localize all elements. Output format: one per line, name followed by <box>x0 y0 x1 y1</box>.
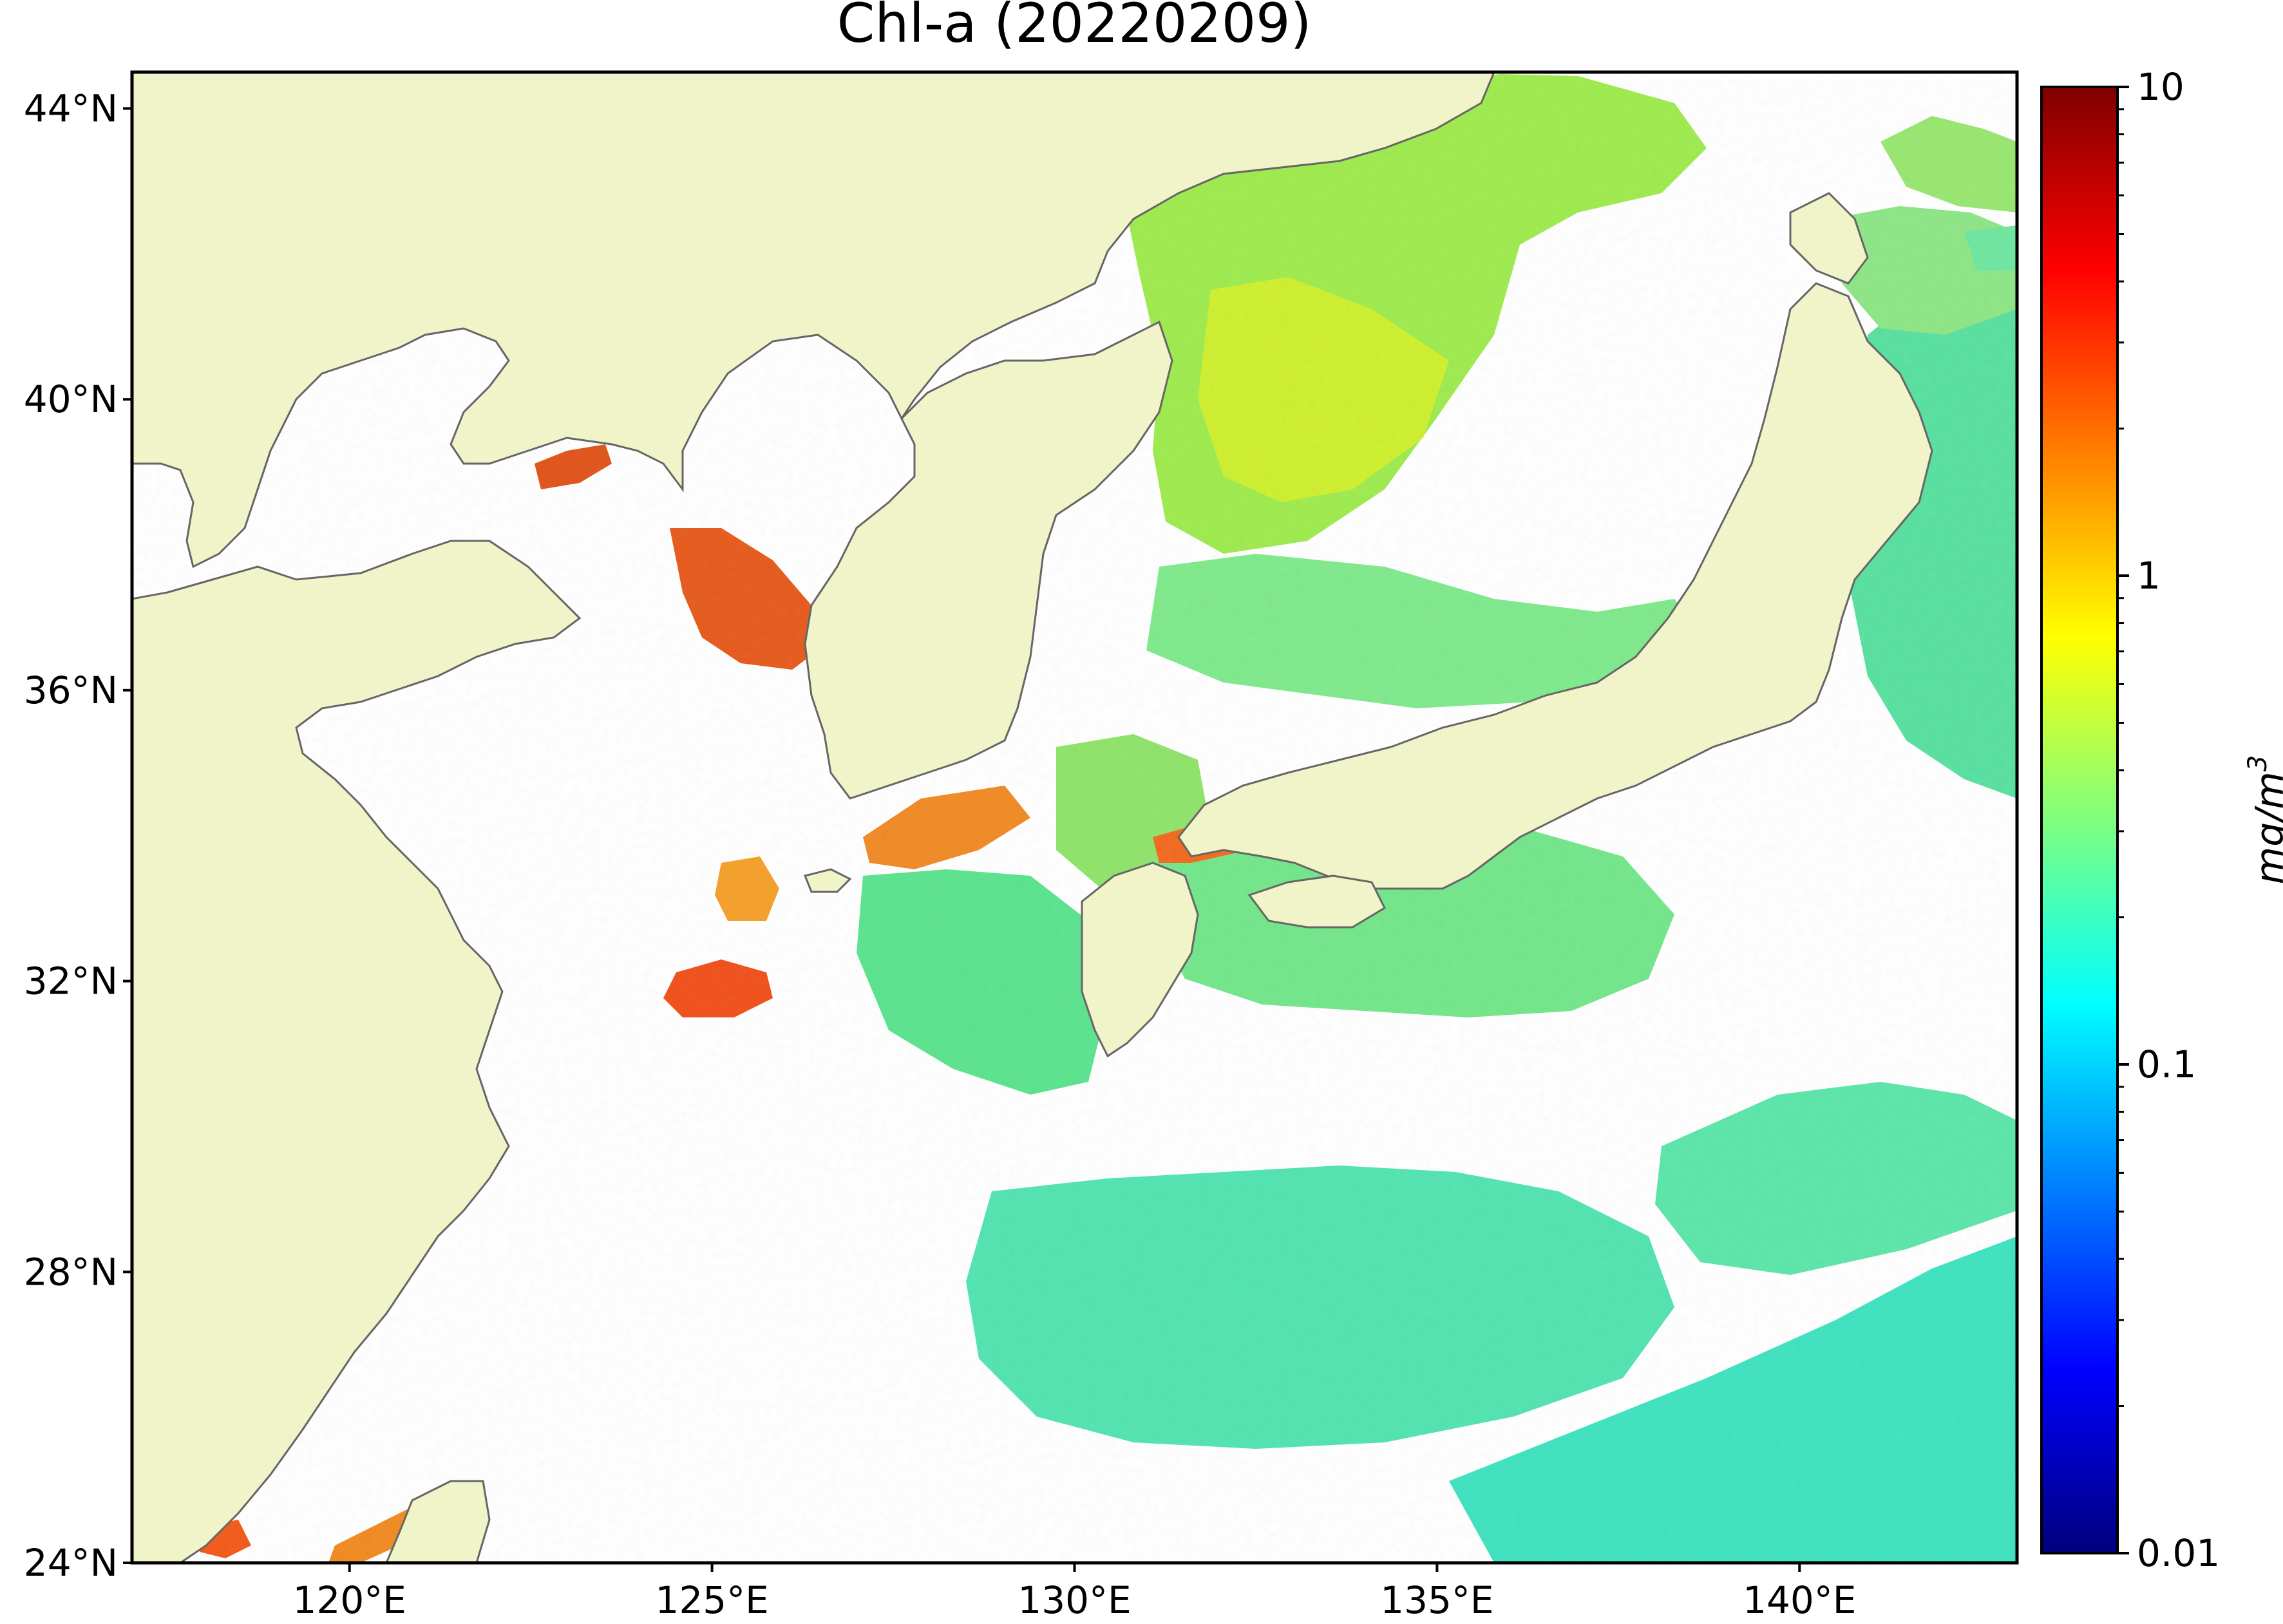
land-layer <box>132 72 1933 1563</box>
colorbar-tick-label: 1 <box>2137 554 2161 598</box>
colorbar-gradient <box>2041 87 2117 1553</box>
lat-tick-label: 36°N <box>24 668 118 712</box>
lon-tick-label: 120°E <box>293 1578 406 1622</box>
colorbar-unit-base: mg/m <box>2248 771 2283 884</box>
land-kyushu <box>1081 862 1199 1058</box>
land-korea <box>804 320 1173 800</box>
land-north-asia <box>132 72 1495 569</box>
lon-tick-label: 130°E <box>1018 1578 1131 1622</box>
land-jeju <box>803 868 852 893</box>
map-title: Chl-a (20220209) <box>837 0 1312 55</box>
lon-tick-label: 125°E <box>655 1578 768 1622</box>
lat-tick-label: 40°N <box>24 377 118 421</box>
colorbar-tick-label: 10 <box>2137 65 2184 109</box>
colorbar-tick-label: 0.01 <box>2137 1531 2220 1575</box>
colorbar-unit-label: mg/m3 <box>2243 755 2283 885</box>
map-panel <box>132 72 2017 1563</box>
lon-tick-label: 140°E <box>1743 1578 1856 1622</box>
lon-tick-label: 135°E <box>1380 1578 1493 1622</box>
colorbar: 10 1 0.1 0.01 mg/m3 <box>2040 65 2283 1575</box>
lat-tick-label: 44°N <box>24 86 118 130</box>
colorbar-tick-label: 0.1 <box>2137 1043 2196 1086</box>
lat-tick-label: 24°N <box>24 1541 118 1585</box>
lat-tick-label: 32°N <box>24 959 118 1003</box>
land-hokkaido <box>1789 192 1869 285</box>
lat-tick-label: 28°N <box>24 1250 118 1294</box>
land-taiwan <box>385 1480 491 1563</box>
colorbar-frame <box>2040 86 2119 1554</box>
land-japan-honshu <box>1177 282 1933 890</box>
land-shikoku <box>1247 874 1386 929</box>
land-shandong <box>132 540 582 1563</box>
longitude-axis: 120°E 125°E 130°E 135°E 140°E <box>293 1563 1856 1622</box>
colorbar-unit-exponent: 3 <box>2243 755 2273 771</box>
colorbar-ticks: 10 1 0.1 0.01 <box>2117 65 2220 1575</box>
latitude-axis: 24°N 28°N 32°N 36°N 40°N 44°N <box>24 86 132 1585</box>
